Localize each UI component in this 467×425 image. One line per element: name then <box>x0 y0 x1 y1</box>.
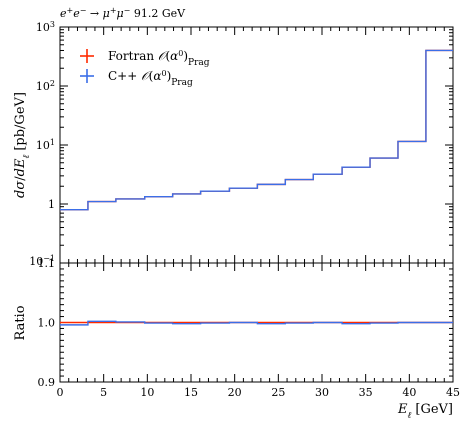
y-tick-label-1e3: 103 <box>36 20 55 35</box>
y-tick-label-1: 1 <box>48 198 55 211</box>
x-tick-label: 25 <box>271 386 285 399</box>
x-tick-label: 40 <box>402 386 416 399</box>
main-series <box>60 49 453 211</box>
x-tick-label: 10 <box>140 386 154 399</box>
ratio-series <box>60 320 453 326</box>
x-tick-label: 15 <box>184 386 198 399</box>
y-tick-label-1e2: 102 <box>36 79 55 94</box>
ratio-y-tick-label: 1.0 <box>38 317 56 330</box>
x-tick-label: 35 <box>359 386 373 399</box>
x-tick-label: 0 <box>57 386 64 399</box>
legend-label-fortran: Fortran 𝒪(α0)Prag <box>108 49 210 69</box>
process-label: e+e− → μ+μ− 91.2 GeV <box>60 6 186 21</box>
legend-marker-fortran <box>80 49 94 63</box>
ratio-y-axis-label: Ratio <box>13 305 28 340</box>
main-x-ticks <box>59 27 454 263</box>
x-tick-label: 30 <box>315 386 329 399</box>
x-tick-labels: 0 5 10 15 20 25 30 35 40 45 <box>57 386 461 399</box>
legend: Fortran 𝒪(α0)Prag C++ 𝒪(α0)Prag <box>80 49 210 89</box>
x-tick-label: 5 <box>100 386 107 399</box>
ratio-y-tick-label: 1.1 <box>38 257 56 270</box>
ratio-x-ticks <box>59 263 454 382</box>
main-y-axis-label: dσ/dEℓ [pb/GeV] <box>13 92 32 198</box>
x-axis-label: Eℓ [GeV] <box>397 402 453 421</box>
ratio-y-tick-labels: 0.9 1.0 1.1 <box>38 257 56 389</box>
y-tick-label-1e1: 101 <box>36 138 55 153</box>
main-y-ticks <box>60 26 453 264</box>
x-tick-label: 45 <box>446 386 460 399</box>
ratio-series-line-1 <box>60 320 453 326</box>
x-tick-label: 20 <box>228 386 242 399</box>
legend-marker-cpp <box>80 69 94 83</box>
legend-label-cpp: C++ 𝒪(α0)Prag <box>108 69 193 89</box>
main-series-line-1 <box>60 49 453 211</box>
ratio-y-tick-label: 0.9 <box>38 376 56 389</box>
